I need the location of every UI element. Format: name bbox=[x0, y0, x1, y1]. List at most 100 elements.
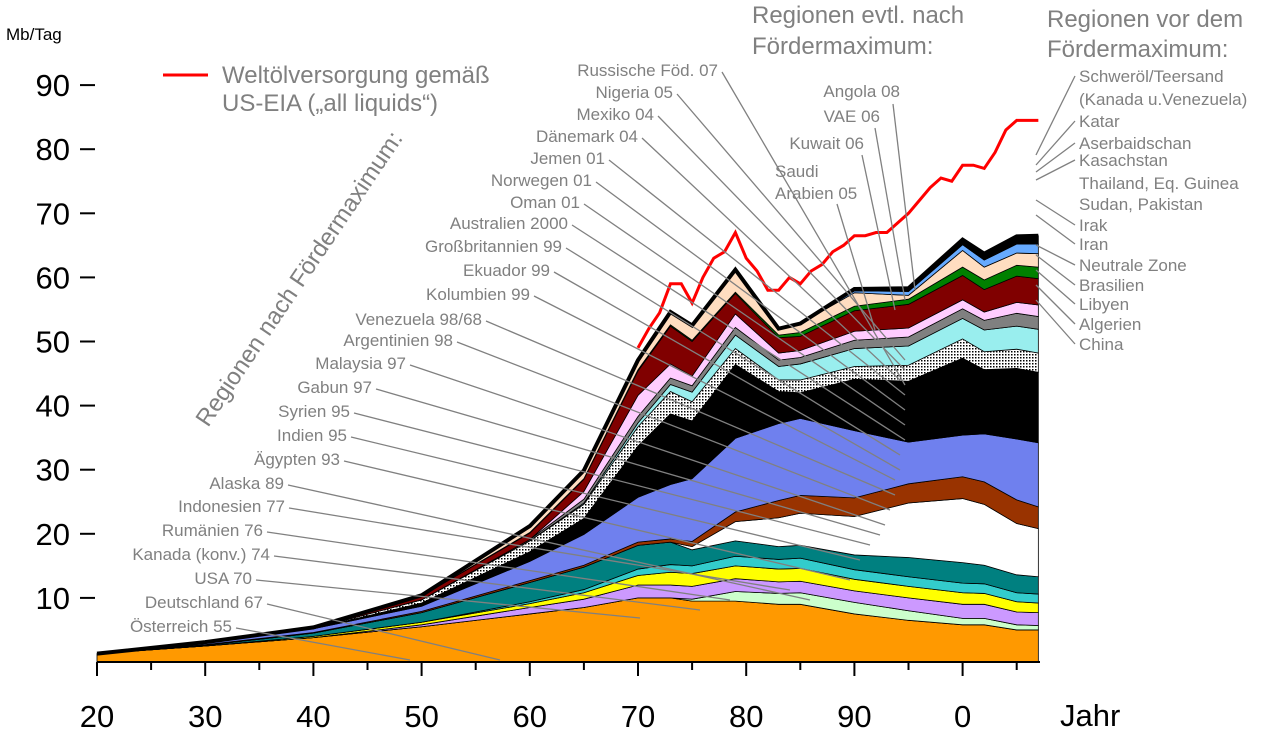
leader-line bbox=[565, 247, 901, 456]
annotation-label: Jemen 01 bbox=[530, 149, 605, 168]
annotation-label: Rumänien 76 bbox=[162, 521, 263, 540]
annotation-label: Nigeria 05 bbox=[596, 83, 674, 102]
leader-line bbox=[456, 341, 891, 511]
axes: 10 20 30 40 50 60 70 80 90 20 30 40 50 60 70 80 90 0 bbox=[36, 68, 1040, 734]
y-tick-label: 50 bbox=[36, 325, 70, 360]
legend-label-line1: Weltölversorgung gemäß bbox=[222, 62, 490, 89]
leader-line bbox=[861, 154, 896, 311]
annotation-label: Kanada (konv.) 74 bbox=[132, 545, 270, 564]
annotation-label: Algerien bbox=[1079, 315, 1141, 334]
leader-line bbox=[892, 103, 916, 291]
leader-line bbox=[657, 115, 906, 371]
leader-line bbox=[273, 555, 701, 611]
annotation-label: VAE 06 bbox=[824, 107, 880, 126]
annotation-label: (Kanada u.Venezuela) bbox=[1079, 90, 1247, 109]
annotation-label: Alaska 89 bbox=[209, 474, 284, 493]
annotation-label: Saudi bbox=[775, 162, 818, 181]
annotation-label: Norwegen 01 bbox=[491, 171, 592, 190]
header-right-line1: Regionen vor dem bbox=[1047, 6, 1243, 33]
annotation-label: Schweröl/Teersand bbox=[1079, 67, 1224, 86]
annotation-label: Neutrale Zone bbox=[1079, 256, 1187, 275]
legend-label-line2: US-EIA („all liquids“) bbox=[222, 90, 438, 117]
y-tick-label: 30 bbox=[36, 453, 70, 488]
leader-line bbox=[533, 295, 896, 481]
x-tick-label: 20 bbox=[80, 699, 114, 734]
leader-line bbox=[676, 93, 906, 361]
leader-line bbox=[1035, 254, 1076, 286]
leader-line bbox=[266, 531, 731, 601]
leader-line bbox=[721, 71, 906, 386]
annotation-label: Aserbaidschan bbox=[1079, 134, 1191, 153]
annotation-label: USA 70 bbox=[194, 569, 252, 588]
x-tick-label: 60 bbox=[513, 699, 547, 734]
annotation-label: Kuwait 06 bbox=[789, 134, 864, 153]
leader-lines bbox=[235, 71, 1076, 661]
leader-line bbox=[485, 320, 896, 496]
leader-line bbox=[1035, 284, 1076, 325]
annotation-label: Dänemark 04 bbox=[536, 127, 638, 146]
leader-line bbox=[1035, 244, 1076, 266]
annotation-label: Kasachstan bbox=[1079, 151, 1168, 170]
leader-line bbox=[255, 579, 641, 619]
y-tick-label: 20 bbox=[36, 517, 70, 552]
leader-line bbox=[1035, 269, 1076, 305]
x-tick-label: 40 bbox=[296, 699, 330, 734]
leader-line bbox=[583, 203, 906, 426]
leader-line bbox=[1035, 120, 1076, 166]
x-tick-label: 0 bbox=[954, 699, 971, 734]
leader-line bbox=[235, 627, 411, 661]
x-tick-label: 50 bbox=[404, 699, 438, 734]
leader-line bbox=[1035, 75, 1076, 156]
annotation-label: Sudan, Pakistan bbox=[1079, 195, 1203, 214]
x-tick-label: 30 bbox=[188, 699, 222, 734]
leader-line bbox=[571, 224, 906, 441]
annotation-label: Indonesien 77 bbox=[178, 497, 285, 516]
annotation-label: Arabien 05 bbox=[775, 184, 857, 203]
leader-line bbox=[350, 436, 861, 561]
leader-line bbox=[595, 181, 906, 411]
annotation-label: Angola 08 bbox=[823, 82, 900, 101]
annotation-label: Oman 01 bbox=[510, 193, 580, 212]
leader-line bbox=[287, 484, 811, 601]
y-tick-label: 70 bbox=[36, 196, 70, 231]
leader-line bbox=[1035, 199, 1076, 226]
annotation-label: Australien 2000 bbox=[450, 214, 568, 233]
world-supply-line bbox=[636, 118, 1039, 349]
y-tick-label: 60 bbox=[36, 260, 70, 295]
annotation-label: Russische Föd. 07 bbox=[577, 61, 718, 80]
leader-line bbox=[1035, 299, 1076, 345]
x-tick-label: 70 bbox=[621, 699, 655, 734]
annotation-label: China bbox=[1079, 335, 1124, 354]
y-tick-label: 40 bbox=[36, 389, 70, 424]
leader-line bbox=[266, 603, 501, 661]
x-tick-label: 80 bbox=[729, 699, 763, 734]
y-axis-unit: Mb/Tag bbox=[6, 25, 62, 44]
leader-line bbox=[353, 412, 871, 546]
annotation-label: Indien 95 bbox=[277, 426, 347, 445]
annotation-labels: Österreich 55 Deutschland 67 USA 70 Kanada … bbox=[130, 61, 1247, 636]
annotation-label: Gabun 97 bbox=[297, 378, 372, 397]
leader-line bbox=[874, 127, 906, 301]
annotation-label: Katar bbox=[1079, 112, 1120, 131]
leader-line bbox=[409, 364, 886, 526]
annotation-label: Kolumbien 99 bbox=[426, 285, 530, 304]
annotation-label: Deutschland 67 bbox=[145, 593, 263, 612]
leader-line bbox=[288, 507, 791, 591]
leader-line bbox=[343, 460, 851, 581]
y-tick-label: 80 bbox=[36, 132, 70, 167]
leader-line bbox=[1035, 159, 1076, 181]
annotation-label: Brasilien bbox=[1079, 276, 1144, 295]
annotation-label: Argentinien 98 bbox=[343, 331, 453, 350]
annotation-label: Malaysia 97 bbox=[315, 354, 406, 373]
annotation-label: Thailand, Eq. Guinea bbox=[1079, 174, 1239, 193]
leader-line bbox=[641, 137, 901, 381]
header-middle-line1: Regionen evtl. nach bbox=[752, 2, 964, 29]
annotation-label: Irak bbox=[1079, 216, 1108, 235]
leader-line bbox=[1035, 142, 1076, 173]
annotation-label: Ägypten 93 bbox=[254, 450, 340, 469]
y-tick-label: 90 bbox=[36, 68, 70, 103]
annotation-label: Mexiko 04 bbox=[577, 105, 654, 124]
leader-line bbox=[375, 388, 881, 536]
leader-line bbox=[1035, 214, 1076, 245]
